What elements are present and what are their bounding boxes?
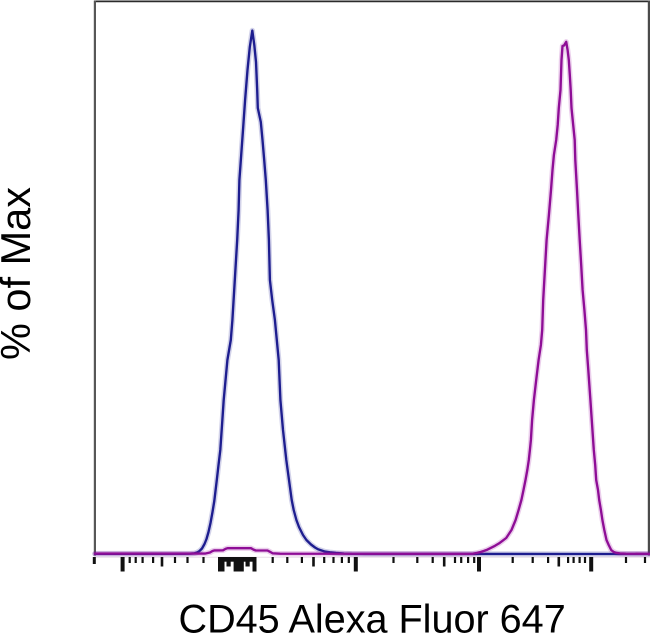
svg-text:% of Max: % of Max	[0, 187, 39, 360]
svg-text:CD45 Alexa Fluor 647: CD45 Alexa Fluor 647	[179, 598, 566, 636]
